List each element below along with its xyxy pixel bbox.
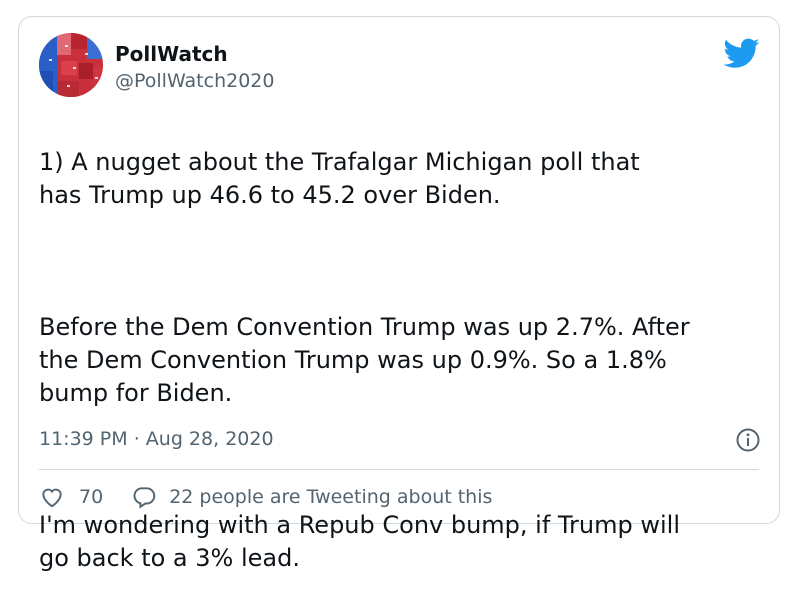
heart-icon	[39, 484, 65, 510]
tweet-paragraph: 1) A nugget about the Trafalgar Michigan…	[39, 148, 640, 209]
user-handle[interactable]: @PollWatch2020	[115, 70, 275, 92]
tweet-text: 1) A nugget about the Trafalgar Michigan…	[39, 113, 769, 608]
tweet-actions: 70 22 people are Tweeting about this	[39, 483, 492, 511]
avatar[interactable]	[39, 33, 103, 97]
paragraph-spacer	[39, 245, 769, 278]
info-icon[interactable]	[735, 427, 761, 453]
twitter-bird-icon[interactable]	[723, 35, 760, 71]
tweet-card[interactable]: PollWatch @PollWatch2020 1) A nugget abo…	[18, 16, 780, 572]
like-button[interactable]: 70	[39, 484, 103, 510]
like-count: 70	[79, 486, 104, 508]
tweet-paragraph: I'm wondering with a Repub Conv bump, if…	[39, 511, 681, 572]
tweet-paragraph: Before the Dem Convention Trump was up 2…	[39, 313, 690, 407]
tweet-time: 11:39 PM	[39, 428, 128, 450]
tweet-date: Aug 28, 2020	[145, 428, 274, 450]
tweet-timestamp[interactable]: 11:39 PM · Aug 28, 2020	[39, 427, 274, 451]
speech-bubble-icon	[131, 484, 157, 510]
divider	[39, 469, 759, 470]
conversation-link[interactable]: 22 people are Tweeting about this	[131, 484, 492, 510]
user-name[interactable]: PollWatch	[115, 42, 228, 66]
timestamp-separator: ·	[133, 428, 140, 450]
conversation-text: 22 people are Tweeting about this	[169, 486, 493, 508]
